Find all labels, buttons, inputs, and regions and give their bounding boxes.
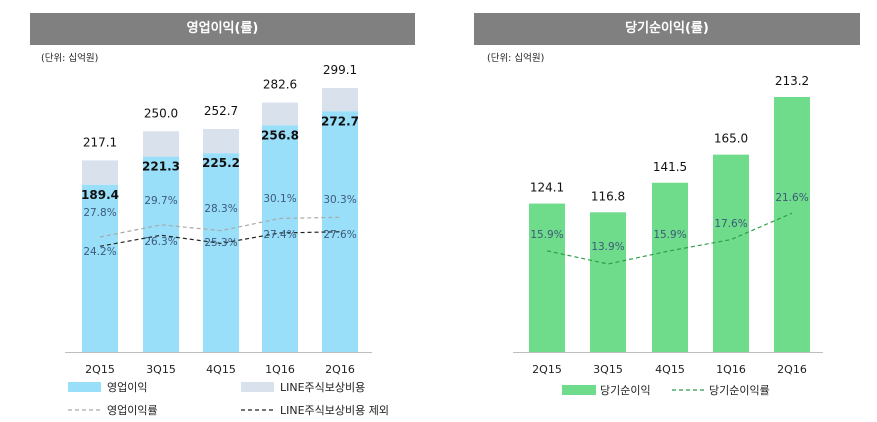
legend-label-excl-line: LINE주식보상비용 제외: [280, 404, 389, 417]
net-income-label-2Q15: 124.1: [530, 181, 564, 195]
bar-line-stock-4Q15: [203, 128, 239, 154]
bar-op-income-1Q16: [262, 125, 298, 353]
total-label-4Q15: 252.7: [204, 104, 238, 118]
op-income-label-3Q15: 221.3: [142, 160, 180, 174]
net-margin-label-2Q16: 21.6%: [775, 192, 808, 204]
legend-label-op-margin: 영업이익률: [107, 404, 158, 417]
legend-label-net-margin: 당기순이익률: [709, 384, 770, 397]
bar-op-income-4Q15: [203, 153, 239, 352]
right-tick-2Q16: 2Q16: [777, 363, 807, 376]
bar-op-income-2Q15: [82, 184, 118, 352]
legend-swatch-net-income: [562, 385, 596, 395]
right-tick-1Q16: 1Q16: [716, 363, 746, 376]
legend-label-net-income: 당기순이익: [600, 384, 651, 397]
total-label-2Q15: 217.1: [83, 135, 117, 149]
excl-line-label-3Q15: 29.7%: [144, 195, 177, 207]
op-margin-label-4Q15: 25.3%: [204, 237, 237, 249]
net-income-label-2Q16: 213.2: [775, 74, 809, 88]
net-income-label-3Q15: 116.8: [591, 189, 625, 203]
right-legend: 당기순이익 당기순이익률: [562, 384, 770, 397]
excl-line-label-2Q15: 27.8%: [83, 207, 116, 219]
right-unit-label: (단위: 십억원): [487, 53, 545, 64]
excl-line-label-1Q16: 30.1%: [263, 193, 296, 205]
left-tick-2Q15: 2Q15: [85, 363, 115, 376]
op-income-label-2Q15: 189.4: [81, 188, 119, 202]
op-margin-line: [99, 216, 341, 238]
net-margin-label-4Q15: 15.9%: [653, 229, 686, 241]
left-chart-title: 영업이익(률): [30, 13, 415, 45]
legend-label-op-income: 영업이익: [107, 381, 147, 394]
bar-line-stock-2Q15: [82, 160, 118, 185]
bar-line-stock-3Q15: [143, 131, 179, 157]
total-label-2Q16: 299.1: [323, 63, 357, 77]
left-chart: 217.1 189.4 2Q15 250.0 221.3 3Q15 252.7 225.2 4Q…: [65, 63, 372, 376]
bar-net-income-4Q15: [652, 182, 688, 352]
left-unit-label: (단위: 십억원): [41, 53, 99, 64]
op-income-label-1Q16: 256.8: [261, 128, 299, 142]
net-margin-label-3Q15: 13.9%: [591, 241, 624, 253]
op-margin-label-2Q15: 24.2%: [83, 246, 116, 258]
excl-line-margin-line: [99, 231, 341, 247]
op-income-label-4Q15: 225.2: [202, 156, 240, 170]
right-tick-4Q15: 4Q15: [655, 363, 685, 376]
left-tick-4Q15: 4Q15: [206, 363, 236, 376]
bar-line-stock-2Q16: [322, 88, 358, 112]
legend-swatch-line-stock: [241, 382, 274, 392]
excl-line-label-2Q16: 30.3%: [323, 194, 356, 206]
total-label-3Q15: 250.0: [144, 106, 178, 120]
bar-net-income-1Q16: [713, 154, 749, 352]
bar-line-stock-1Q16: [262, 102, 298, 126]
left-tick-2Q16: 2Q16: [325, 363, 355, 376]
op-margin-label-3Q15: 26.3%: [144, 236, 177, 248]
legend-swatch-op-income: [68, 382, 101, 392]
op-margin-label-2Q16: 27.6%: [323, 229, 356, 241]
right-chart: 124.1 2Q15 116.8 3Q15 141.5 4Q15 165.0 1Q16 213.…: [513, 74, 823, 376]
net-margin-label-1Q16: 17.6%: [714, 218, 747, 230]
bar-net-income-2Q15: [529, 203, 565, 352]
bar-net-income-2Q16: [774, 97, 810, 352]
op-margin-label-1Q16: 27.4%: [263, 229, 296, 241]
net-income-label-4Q15: 141.5: [653, 160, 687, 174]
bar-op-income-3Q15: [143, 156, 179, 352]
net-margin-label-2Q15: 15.9%: [530, 229, 563, 241]
bar-net-income-3Q15: [590, 212, 626, 352]
excl-line-label-4Q15: 28.3%: [204, 203, 237, 215]
right-tick-2Q15: 2Q15: [532, 363, 562, 376]
right-chart-title: 당기순이익(률): [474, 13, 860, 45]
left-legend: 영업이익 LINE주식보상비용 영업이익률 LINE주식보상비용 제외: [68, 381, 389, 417]
net-income-label-1Q16: 165.0: [714, 132, 748, 146]
total-label-1Q16: 282.6: [263, 78, 297, 92]
op-income-label-2Q16: 272.7: [321, 114, 359, 128]
right-tick-3Q15: 3Q15: [593, 363, 623, 376]
left-tick-3Q15: 3Q15: [146, 363, 176, 376]
bar-op-income-2Q16: [322, 111, 358, 352]
legend-label-line-stock: LINE주식보상비용: [280, 381, 365, 394]
left-tick-1Q16: 1Q16: [265, 363, 295, 376]
